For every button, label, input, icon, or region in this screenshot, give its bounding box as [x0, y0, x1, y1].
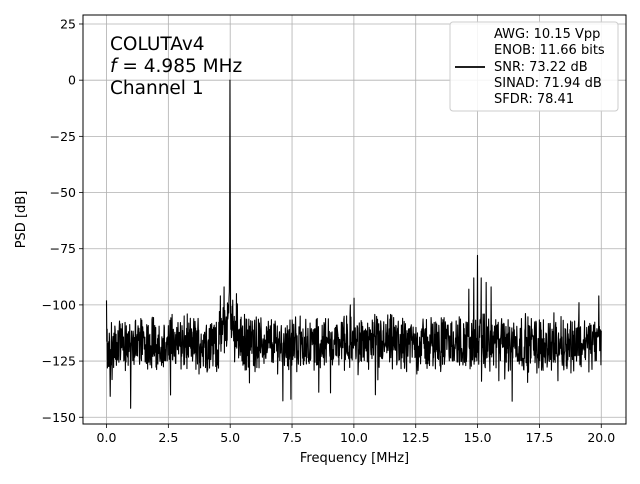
x-tick-label: 5.0 — [220, 430, 240, 445]
y-tick-label: −25 — [50, 129, 76, 144]
y-tick-label: −75 — [50, 241, 76, 256]
x-tick-label: 17.5 — [525, 430, 553, 445]
x-axis-label: Frequency [MHz] — [300, 451, 409, 466]
y-axis-label: PSD [dB] — [14, 191, 29, 249]
annotation-frequency: f = 4.985 MHz — [110, 56, 242, 77]
legend-entry-sfdr: SFDR: 78.41 — [494, 92, 574, 107]
x-tick-label: 20.0 — [587, 430, 615, 445]
y-tick-label: −50 — [50, 185, 76, 200]
x-tick-label: 2.5 — [158, 430, 178, 445]
annotation-channel: Channel 1 — [110, 78, 204, 99]
plot-frame — [82, 14, 627, 425]
legend-box — [449, 21, 619, 112]
x-tick-label: 15.0 — [464, 430, 492, 445]
legend-entry-snr: SNR: 73.22 dB — [494, 60, 588, 75]
ticks: 0.0 2.5 5.0 7.5 10.0 12.5 15.0 17.5 20.0 25 0 −25 −5… — [42, 16, 616, 445]
x-tick-label: 12.5 — [402, 430, 430, 445]
y-tick-label: −100 — [42, 297, 76, 312]
legend-entry-enob: ENOB: 11.66 bits — [494, 43, 605, 58]
legend: AWG: 10.15 Vpp ENOB: 11.66 bits SNR: 73.… — [449, 21, 619, 112]
annotation: COLUTAv4 f = 4.985 MHz Channel 1 — [110, 34, 242, 99]
annotation-frequency-var: f — [110, 56, 119, 77]
x-tick-label: 10.0 — [340, 430, 368, 445]
psd-trace — [105, 79, 602, 409]
y-tick-label: −125 — [42, 354, 76, 369]
legend-entry-awg: AWG: 10.15 Vpp — [494, 27, 600, 42]
x-tick-label: 7.5 — [282, 430, 302, 445]
annotation-frequency-value: = 4.985 MHz — [117, 56, 243, 77]
legend-entry-sinad: SINAD: 71.94 dB — [494, 76, 602, 91]
x-tick-label: 0.0 — [97, 430, 117, 445]
y-tick-label: −150 — [42, 410, 76, 425]
annotation-device: COLUTAv4 — [110, 34, 205, 55]
series-layer — [105, 79, 602, 409]
y-tick-label: 0 — [68, 73, 76, 88]
y-tick-label: 25 — [60, 16, 76, 31]
